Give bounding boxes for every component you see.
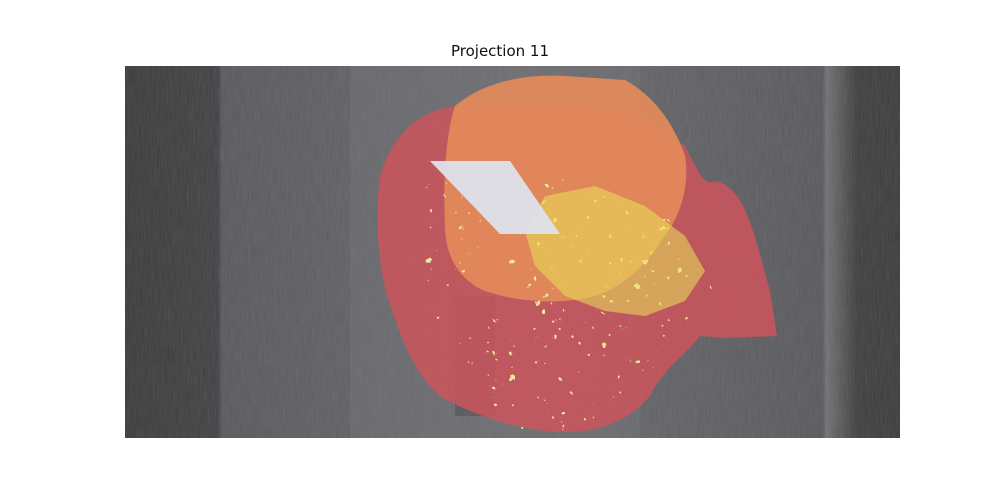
yellow-overlay-core (525, 186, 705, 316)
figure-title: Projection 11 (450, 42, 550, 60)
bright-region (430, 161, 560, 234)
projection-image-canvas (125, 66, 900, 438)
projection-image (125, 66, 900, 438)
